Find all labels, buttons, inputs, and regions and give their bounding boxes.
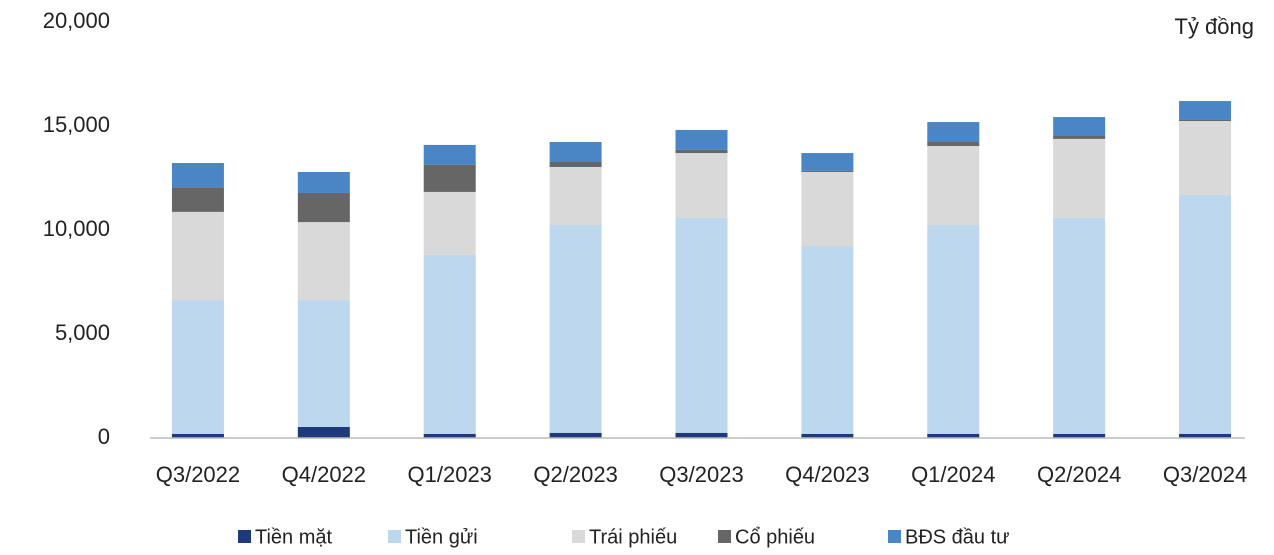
bar-segment	[801, 170, 854, 172]
bar-segment	[801, 171, 854, 247]
legend-swatch	[572, 530, 585, 543]
bar-segment	[675, 432, 728, 438]
bar-segment	[801, 433, 854, 438]
bar-segment	[1053, 433, 1106, 438]
x-tick-label: Q4/2023	[785, 462, 869, 487]
bar-segment	[549, 166, 602, 226]
bar-segment	[927, 145, 980, 226]
bar-segment	[297, 426, 350, 438]
x-tick-label: Q3/2022	[156, 462, 240, 487]
bar-segment	[675, 217, 728, 433]
bar-segment	[297, 192, 350, 223]
bar-segment	[171, 211, 224, 301]
bar-segment	[423, 191, 476, 255]
bar-segment	[1053, 117, 1106, 136]
legend-label: Tiền mặt	[255, 526, 333, 548]
bar-segment	[1053, 217, 1106, 434]
bar-segment	[297, 300, 350, 427]
bar-segment	[675, 129, 728, 150]
y-tick-label: 10,000	[43, 216, 110, 241]
bar-segment	[927, 122, 980, 143]
legend-label: Trái phiếu	[589, 526, 677, 548]
legend-swatch	[718, 530, 731, 543]
legend-swatch	[388, 530, 401, 543]
x-tick-label: Q3/2024	[1163, 462, 1247, 487]
legend-label: BĐS đầu tư	[905, 526, 1010, 548]
bar-segment	[423, 164, 476, 192]
bar-segment	[171, 163, 224, 188]
bar-segment	[801, 246, 854, 434]
legend-swatch	[888, 530, 901, 543]
bar-segment	[927, 433, 980, 438]
unit-label: Tỷ đồng	[1175, 14, 1255, 39]
legend-label: Cổ phiếu	[735, 526, 815, 548]
bar-segment	[801, 153, 854, 171]
x-tick-label: Q2/2023	[533, 462, 617, 487]
bar-segment	[1179, 121, 1232, 196]
bar-segment	[171, 300, 224, 434]
bar-segment	[549, 161, 602, 167]
bar-segment	[675, 153, 728, 218]
bar-segment	[297, 222, 350, 301]
legend-label: Tiền gửi	[405, 526, 478, 548]
y-tick-label: 0	[98, 424, 110, 449]
bar-segment	[675, 149, 728, 154]
bar-segment	[1179, 195, 1232, 434]
x-tick-label: Q4/2022	[282, 462, 366, 487]
x-tick-label: Q1/2024	[911, 462, 995, 487]
bar-segment	[1179, 101, 1232, 120]
bar-segment	[549, 142, 602, 162]
bar-segment	[423, 144, 476, 165]
y-tick-label: 15,000	[43, 112, 110, 137]
bar-segment	[927, 225, 980, 434]
x-tick-label: Q3/2023	[659, 462, 743, 487]
bar-segment	[423, 433, 476, 438]
bar-segment	[171, 187, 224, 212]
bar-segment	[1053, 135, 1106, 139]
bar-segment	[927, 142, 980, 146]
bar-segment	[549, 225, 602, 433]
bar-segment	[297, 171, 350, 193]
x-tick-label: Q1/2023	[408, 462, 492, 487]
bar-segment	[1179, 119, 1232, 122]
x-tick-label: Q2/2024	[1037, 462, 1121, 487]
y-tick-label: 5,000	[55, 320, 110, 345]
bar-segment	[423, 254, 476, 434]
legend-swatch	[238, 530, 251, 543]
bar-segment	[171, 433, 224, 438]
bar-segment	[549, 432, 602, 438]
y-tick-label: 20,000	[43, 8, 110, 33]
bar-segment	[1053, 138, 1106, 218]
bar-segment	[1179, 433, 1232, 438]
